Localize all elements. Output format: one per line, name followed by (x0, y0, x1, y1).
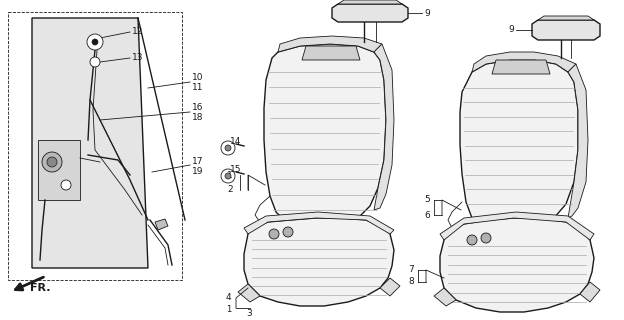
Circle shape (481, 233, 491, 243)
Polygon shape (538, 16, 594, 20)
Polygon shape (238, 284, 260, 302)
Text: 3: 3 (246, 309, 251, 318)
Polygon shape (492, 60, 550, 74)
Text: 2: 2 (227, 186, 233, 195)
Circle shape (269, 229, 279, 239)
Polygon shape (338, 0, 402, 4)
Circle shape (87, 34, 103, 50)
Text: 4: 4 (225, 293, 231, 302)
Text: 15: 15 (230, 165, 241, 174)
Polygon shape (532, 20, 600, 40)
Circle shape (283, 227, 293, 237)
Polygon shape (472, 52, 576, 72)
Text: 13: 13 (132, 53, 144, 62)
Circle shape (221, 141, 235, 155)
Circle shape (467, 235, 477, 245)
Circle shape (42, 152, 62, 172)
Text: 7: 7 (408, 266, 414, 275)
Text: FR.: FR. (30, 283, 51, 293)
Circle shape (61, 180, 71, 190)
Polygon shape (302, 46, 360, 60)
Text: 18: 18 (192, 114, 203, 123)
Polygon shape (568, 64, 588, 218)
Polygon shape (460, 60, 578, 232)
Text: 5: 5 (424, 196, 430, 204)
Polygon shape (374, 44, 394, 210)
Text: 12: 12 (132, 28, 144, 36)
Text: 19: 19 (192, 166, 203, 175)
Polygon shape (155, 219, 168, 230)
Text: 1: 1 (227, 171, 233, 180)
Polygon shape (244, 212, 394, 234)
Text: 11: 11 (192, 84, 203, 92)
Polygon shape (264, 44, 386, 230)
Polygon shape (580, 282, 600, 302)
Text: 8: 8 (408, 277, 414, 286)
Circle shape (225, 145, 231, 151)
Polygon shape (278, 36, 382, 52)
Polygon shape (332, 4, 408, 22)
Polygon shape (440, 218, 594, 312)
Text: 9: 9 (509, 26, 514, 35)
Polygon shape (38, 140, 80, 200)
Circle shape (90, 57, 100, 67)
Polygon shape (8, 12, 182, 280)
Polygon shape (440, 212, 594, 240)
Polygon shape (434, 288, 456, 306)
Polygon shape (380, 278, 400, 296)
Text: 9: 9 (424, 9, 430, 18)
Text: 17: 17 (192, 156, 203, 165)
Text: 1: 1 (226, 306, 231, 315)
Circle shape (221, 169, 235, 183)
Text: 16: 16 (192, 103, 203, 113)
Polygon shape (244, 218, 394, 306)
Text: 14: 14 (230, 138, 241, 147)
Text: 6: 6 (424, 211, 430, 220)
Circle shape (92, 39, 98, 45)
Text: 10: 10 (192, 74, 203, 83)
Polygon shape (32, 18, 148, 268)
Circle shape (225, 173, 231, 179)
Circle shape (47, 157, 57, 167)
